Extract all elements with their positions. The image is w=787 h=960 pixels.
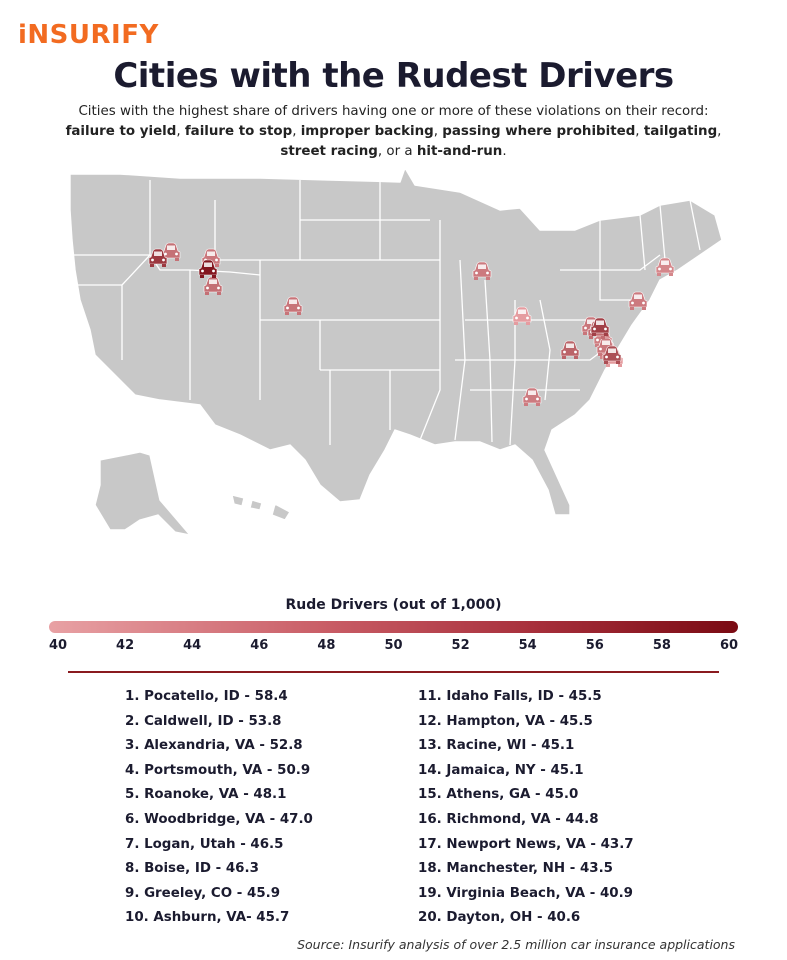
subtitle: Cities with the highest share of drivers… bbox=[40, 102, 747, 162]
ranking-item: 10. Ashburn, VA- 45.7 bbox=[125, 910, 290, 926]
violation-list: failure to yield, failure to stop, impro… bbox=[65, 124, 722, 159]
legend-title: Rude Drivers (out of 1,000) bbox=[285, 597, 502, 613]
car-icon bbox=[590, 317, 610, 336]
car-icon bbox=[560, 340, 580, 359]
ranking-item: 12. Hampton, VA - 45.5 bbox=[418, 713, 593, 729]
ranking-item: 8. Boise, ID - 46.3 bbox=[125, 861, 259, 877]
city-markers bbox=[148, 242, 675, 406]
legend-tick: 56 bbox=[585, 638, 604, 653]
car-icon bbox=[161, 242, 181, 261]
contiguous-us bbox=[69, 167, 723, 516]
ranking-item: 3. Alexandria, VA - 52.8 bbox=[125, 738, 303, 754]
page-title: Cities with the Rudest Drivers bbox=[113, 56, 674, 96]
violation: failure to yield bbox=[65, 124, 177, 139]
ranking-item: 9. Greeley, CO - 45.9 bbox=[125, 885, 281, 901]
ranking-item: 20. Dayton, OH - 40.6 bbox=[418, 910, 581, 926]
ranking-item: 1. Pocatello, ID - 58.4 bbox=[125, 689, 288, 704]
legend-tick: 52 bbox=[451, 638, 470, 653]
ranking-item: 11. Idaho Falls, ID - 45.5 bbox=[418, 689, 602, 704]
car-icon bbox=[512, 306, 532, 325]
violation: street racing bbox=[280, 144, 378, 159]
legend-tick: 44 bbox=[183, 638, 202, 653]
us-map bbox=[69, 167, 723, 536]
car-icon bbox=[628, 291, 648, 310]
ranking-item: 2. Caldwell, ID - 53.8 bbox=[125, 713, 282, 729]
violation: hit-and-run bbox=[416, 144, 503, 159]
legend-tick: 54 bbox=[518, 638, 537, 653]
violation: improper backing bbox=[300, 124, 434, 139]
car-icon bbox=[198, 259, 218, 278]
legend-tick: 46 bbox=[250, 638, 269, 653]
legend-tick: 42 bbox=[116, 638, 135, 653]
legend-tick: 48 bbox=[317, 638, 336, 653]
legend-tick: 58 bbox=[652, 638, 671, 653]
ranking-item: 13. Racine, WI - 45.1 bbox=[418, 738, 575, 754]
violation: passing where prohibited bbox=[442, 124, 636, 139]
car-icon bbox=[602, 345, 622, 364]
ranking-item: 7. Logan, Utah - 46.5 bbox=[125, 836, 284, 852]
alaska bbox=[94, 451, 191, 536]
car-icon bbox=[283, 296, 303, 315]
insurify-logo: iNSURIFY bbox=[18, 20, 159, 50]
ranking-item: 6. Woodbridge, VA - 47.0 bbox=[125, 811, 313, 827]
car-icon bbox=[522, 387, 542, 406]
ranking-item: 4. Portsmouth, VA - 50.9 bbox=[125, 762, 311, 778]
violation: failure to stop bbox=[184, 124, 293, 139]
source-note: Source: Insurify analysis of over 2.5 mi… bbox=[297, 937, 735, 952]
violation: tailgating bbox=[643, 124, 718, 139]
hawaii bbox=[231, 494, 291, 521]
car-icon bbox=[148, 248, 168, 267]
legend-color-scale bbox=[49, 621, 738, 633]
ranking-item: 15. Athens, GA - 45.0 bbox=[418, 787, 579, 803]
car-icon bbox=[655, 257, 675, 276]
ranking-item: 17. Newport News, VA - 43.7 bbox=[418, 836, 634, 852]
rankings-left: 1. Pocatello, ID - 58.4 2. Caldwell, ID -… bbox=[125, 689, 313, 935]
ranking-item: 18. Manchester, NH - 43.5 bbox=[418, 861, 613, 877]
legend-tick: 50 bbox=[384, 638, 403, 653]
ranking-item: 5. Roanoke, VA - 48.1 bbox=[125, 787, 287, 803]
rankings-right: 11. Idaho Falls, ID - 45.5 12. Hampton, V… bbox=[418, 689, 634, 935]
subtitle-intro: Cities with the highest share of drivers… bbox=[78, 104, 709, 119]
legend-tick: 60 bbox=[719, 638, 739, 653]
car-icon bbox=[472, 261, 492, 280]
legend-tick: 40 bbox=[48, 638, 68, 653]
divider bbox=[68, 671, 719, 673]
ranking-item: 16. Richmond, VA - 44.8 bbox=[418, 811, 599, 827]
ranking-item: 14. Jamaica, NY - 45.1 bbox=[418, 762, 584, 778]
ranking-item: 19. Virginia Beach, VA - 40.9 bbox=[418, 885, 633, 901]
